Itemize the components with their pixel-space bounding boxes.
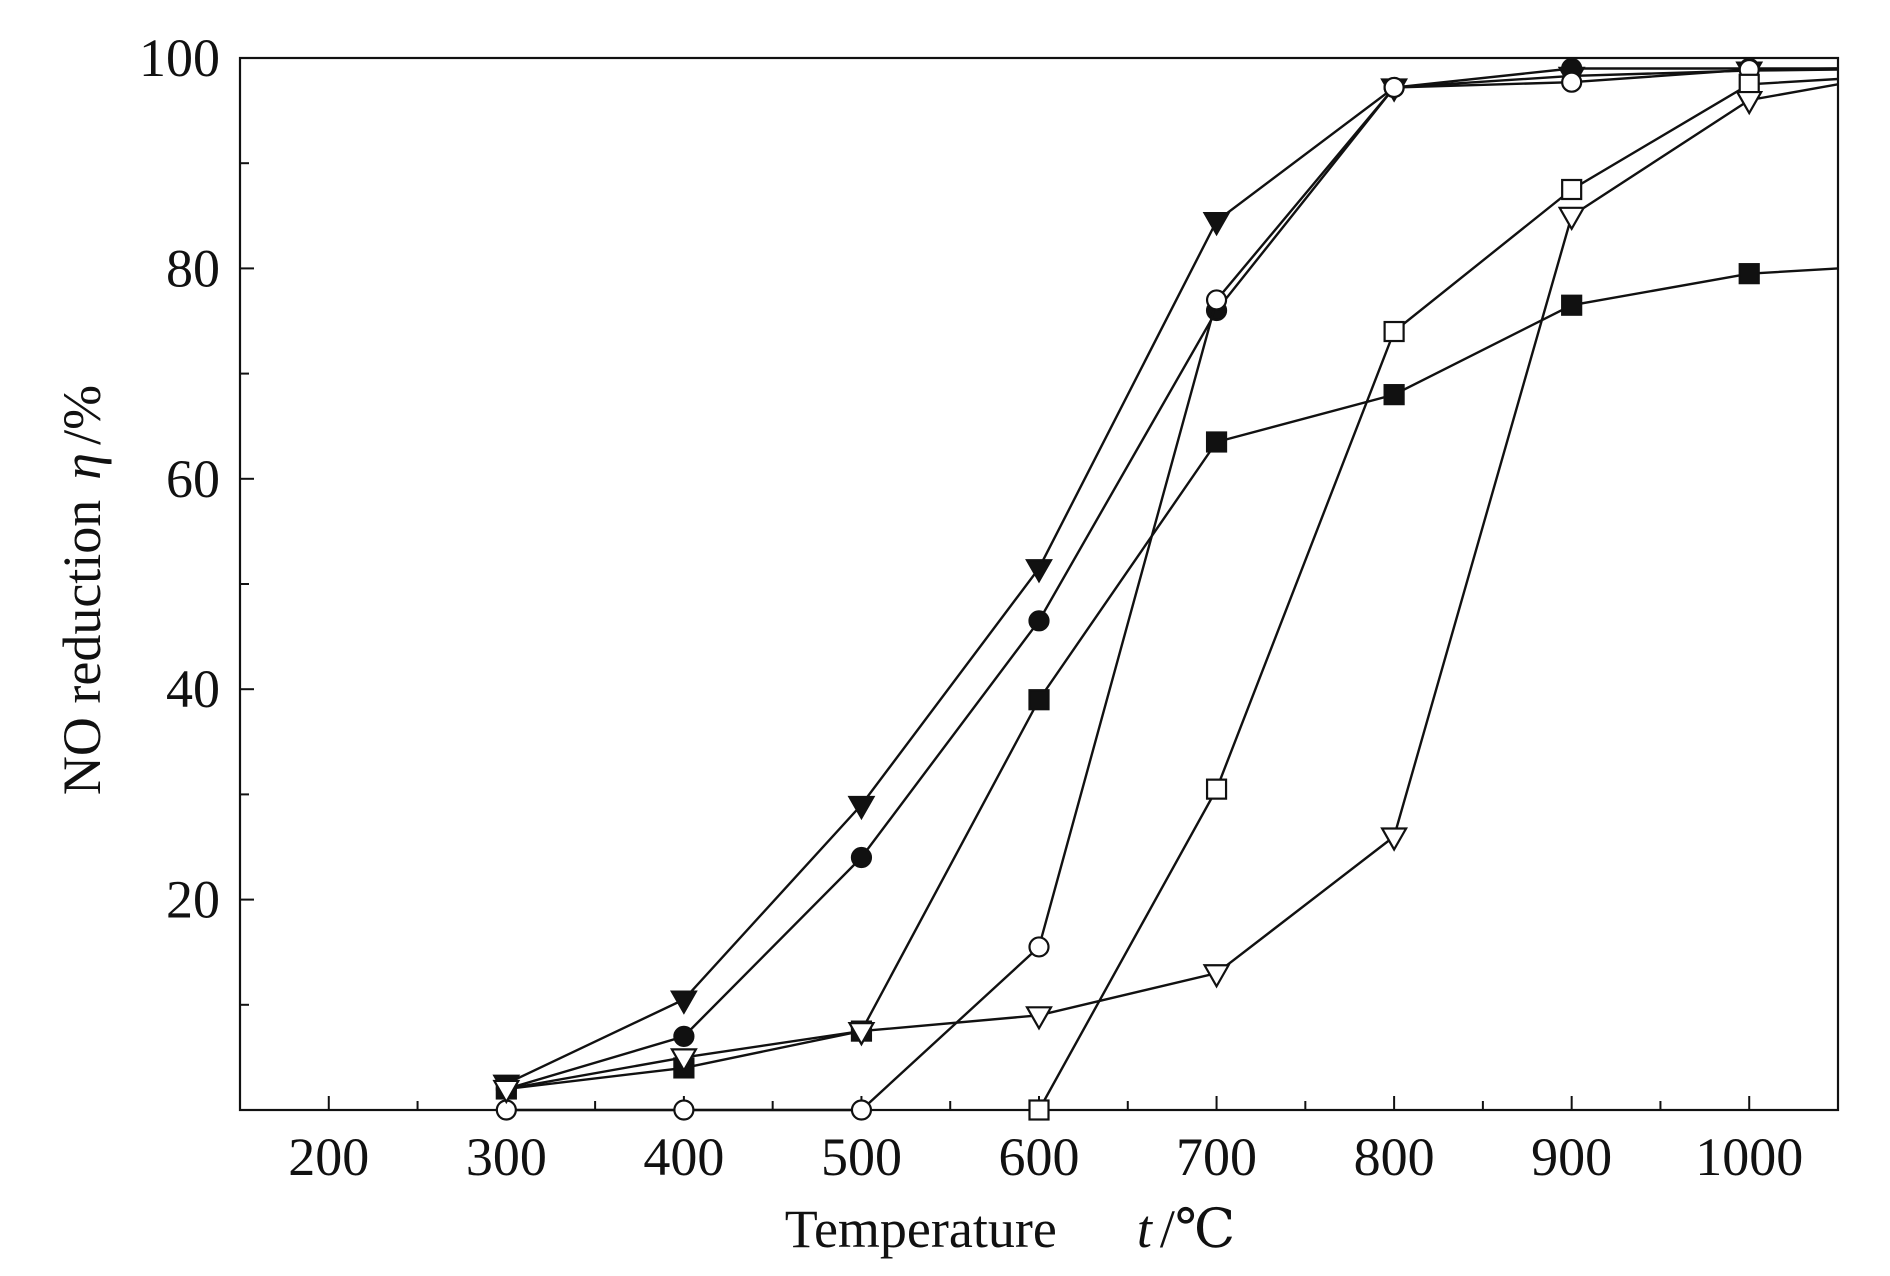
data-point [850,1099,873,1121]
y-axis: 20 40 60 80 100 [139,28,254,1006]
data-point [1028,689,1050,711]
data-point [1202,211,1231,237]
y-tick-label: 20 [166,870,220,930]
data-point [1383,76,1405,99]
y-tick-label: 60 [166,449,220,509]
y-axis-title-unit: /% [52,385,112,445]
series-line [506,267,1838,1091]
y-axis-title-symbol: η [52,453,112,480]
series-square-open [1028,73,1838,1121]
x-tick-label: 900 [1531,1127,1612,1187]
x-axis: 200 300 400 500 600 700 800 900 1000 [239,1096,1839,1187]
x-axis-title-text: Temperature [785,1199,1057,1259]
x-axis-title-symbol: t [1137,1199,1154,1259]
y-tick-label: 40 [166,659,220,719]
data-point [673,1025,695,1047]
x-tick-label: 700 [1176,1127,1257,1187]
data-point [847,795,876,821]
data-point [850,846,873,869]
data-point [1557,206,1586,232]
data-point [1205,431,1228,453]
data-point [1383,384,1405,406]
data-point [1205,778,1228,800]
data-point [673,1099,695,1121]
y-axis-title: NO reduction η /% [52,385,112,795]
data-point [1561,294,1583,316]
data-point [1025,1006,1053,1031]
series-square-filled [495,263,1838,1100]
data-point [1028,1099,1050,1121]
data-point [847,1021,876,1047]
x-tick-label: 800 [1354,1127,1435,1187]
x-tick-label: 200 [288,1127,369,1187]
data-point [1205,289,1228,311]
data-point [1561,71,1583,93]
data-point [1383,320,1405,343]
x-tick-label: 500 [821,1127,902,1187]
data-point [1738,263,1760,285]
series-line [506,67,1838,1112]
x-tick-label: 400 [643,1127,724,1187]
data-point [1202,964,1231,989]
series-line [505,67,1838,1091]
data-point [669,990,698,1015]
data-point [1025,559,1053,584]
y-tick-label: 100 [139,28,220,88]
data-point [1735,90,1764,116]
x-tick-label: 300 [466,1127,547,1187]
series-circle-filled [495,57,1838,1100]
y-tick-label: 80 [166,238,220,298]
series-circle-open [495,58,1838,1121]
data-point [1028,610,1050,632]
series-layer [492,57,1838,1121]
x-tick-label: 600 [999,1127,1080,1187]
y-axis-title-text: NO reduction [52,500,112,795]
data-point [1380,827,1409,852]
x-axis-title: Temperature t/℃ [785,1199,1236,1259]
series-triangle-down-open [492,83,1838,1105]
series-triangle-down-filled [492,61,1838,1099]
series-line [1037,77,1838,1111]
series-line [506,83,1838,1091]
x-tick-label: 1000 [1695,1127,1803,1187]
data-point [1028,936,1050,958]
data-point [492,1079,521,1105]
data-point [1561,178,1583,201]
data-point [1738,73,1760,95]
series-line [505,68,1838,1085]
data-point [669,1048,698,1073]
x-axis-title-unit: /℃ [1160,1199,1235,1259]
